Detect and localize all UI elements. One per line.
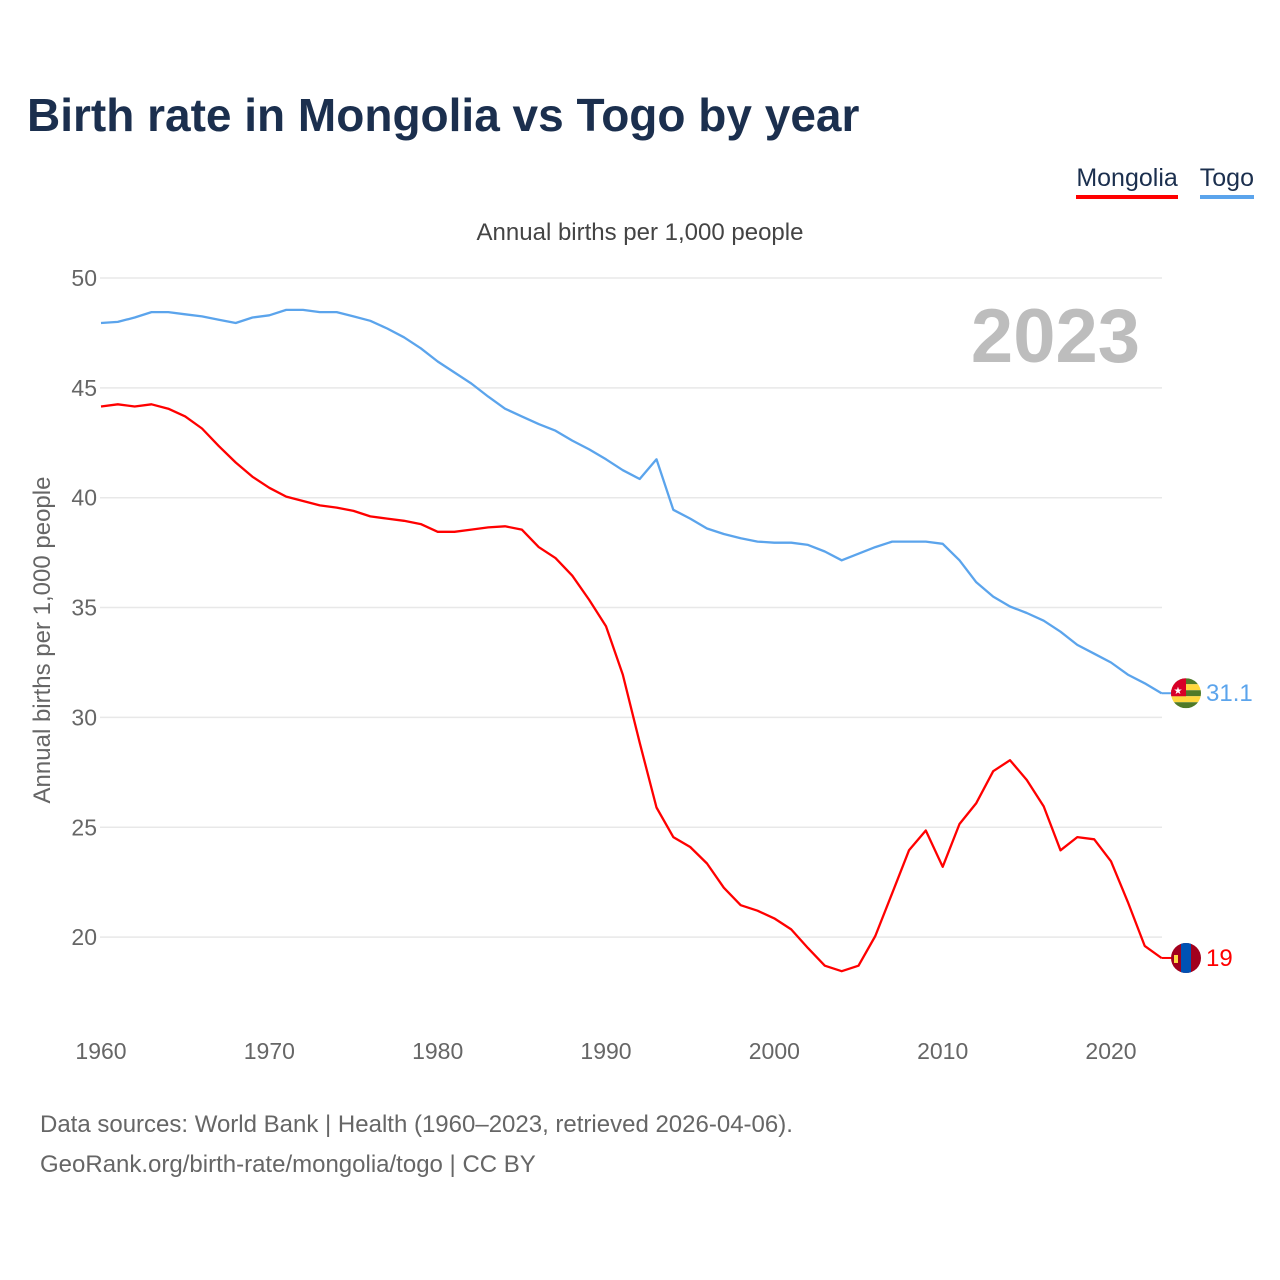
end-value-label: 31.1: [1206, 680, 1253, 707]
x-tick-label: 1990: [580, 1038, 631, 1064]
x-tick-label: 1980: [412, 1038, 463, 1064]
x-tick-label: 1970: [244, 1038, 295, 1064]
y-tick-label: 25: [71, 814, 97, 840]
y-tick-label: 40: [71, 485, 97, 511]
end-value-label: 19: [1206, 945, 1233, 972]
footer: Data sources: World Bank | Health (1960–…: [40, 1105, 793, 1185]
x-tick-label: 2000: [749, 1038, 800, 1064]
y-tick-label: 45: [71, 375, 97, 401]
togo-flag-icon: ★: [1171, 678, 1201, 709]
y-axis-label: Annual births per 1,000 people: [29, 477, 56, 804]
data-source: Data sources: World Bank | Health (1960–…: [40, 1111, 793, 1138]
chart-subtitle: Annual births per 1,000 people: [477, 219, 804, 246]
flag-blue: [1181, 942, 1191, 973]
x-tick-label: 2020: [1085, 1038, 1136, 1064]
legend-mongolia[interactable]: Mongolia: [1076, 164, 1178, 199]
mongolia-flag-icon: [1171, 942, 1201, 973]
y-tick-label: 30: [71, 704, 97, 730]
flag-body: [1171, 942, 1201, 973]
flag-stripe: [1171, 696, 1201, 703]
flag-soyombo: [1174, 954, 1178, 963]
series-line-togo: [100, 308, 1163, 695]
source-link[interactable]: GeoRank.org/birth-rate/mongolia/togo | C…: [40, 1151, 536, 1178]
y-tick-label: 50: [71, 265, 97, 291]
year-watermark: 2023: [971, 294, 1140, 379]
series-line-mongolia: [100, 403, 1163, 973]
y-tick-label: 20: [71, 924, 97, 950]
chart-title: Birth rate in Mongolia vs Togo by year: [27, 89, 860, 141]
flag-star: ★: [1174, 686, 1183, 697]
flag-stripe: [1171, 702, 1201, 709]
x-tick-label: 1960: [75, 1038, 126, 1064]
legend-togo[interactable]: Togo: [1199, 164, 1254, 199]
flag-body: ★: [1171, 678, 1201, 709]
x-tick-label: 2010: [917, 1038, 968, 1064]
y-tick-label: 35: [71, 595, 97, 621]
legend: Mongolia Togo: [1076, 164, 1254, 199]
